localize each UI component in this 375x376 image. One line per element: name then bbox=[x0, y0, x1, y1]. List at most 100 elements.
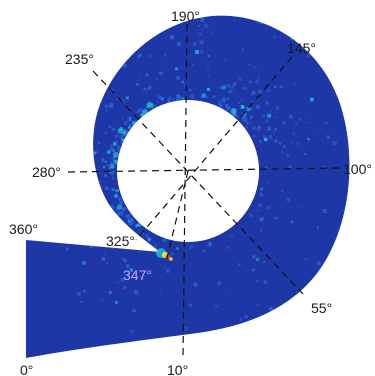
stress-speckle bbox=[115, 140, 119, 143]
stress-speckle bbox=[110, 161, 113, 165]
stress-speckle bbox=[118, 210, 124, 216]
stress-speckle bbox=[205, 95, 208, 99]
stress-speckle bbox=[118, 197, 122, 201]
stress-speckle bbox=[263, 137, 268, 142]
stress-speckle bbox=[108, 167, 111, 170]
stress-speckle bbox=[78, 142, 80, 145]
stress-speckle bbox=[170, 252, 174, 256]
stress-speckle bbox=[136, 109, 140, 113]
stress-speckle bbox=[266, 182, 268, 185]
hotspot-mark bbox=[169, 257, 173, 261]
stress-speckle bbox=[97, 194, 100, 197]
stress-speckle bbox=[140, 113, 143, 116]
stress-speckle bbox=[140, 74, 142, 77]
stress-speckle bbox=[204, 23, 209, 28]
stress-speckle bbox=[97, 90, 100, 94]
guide-line-235-55 bbox=[92, 70, 304, 295]
stress-speckle bbox=[26, 189, 30, 192]
stress-speckle bbox=[268, 135, 273, 139]
angle-label-360: 360° bbox=[9, 221, 38, 237]
stress-speckle bbox=[226, 97, 229, 100]
stress-speckle bbox=[282, 121, 286, 125]
stress-speckle bbox=[233, 82, 237, 86]
stress-speckle bbox=[112, 177, 115, 180]
stress-hotspot bbox=[156, 248, 173, 261]
stress-speckle bbox=[273, 131, 276, 134]
stress-speckle bbox=[134, 119, 138, 123]
stress-speckle bbox=[230, 234, 234, 237]
stress-speckle bbox=[112, 149, 115, 152]
stress-speckle bbox=[113, 64, 116, 67]
stress-speckle bbox=[110, 170, 115, 175]
stress-speckle bbox=[287, 198, 291, 202]
stress-speckle bbox=[101, 299, 104, 301]
stress-speckle bbox=[296, 142, 300, 145]
stress-speckle bbox=[104, 253, 106, 255]
stress-speckle bbox=[162, 238, 167, 243]
stress-speckle bbox=[245, 126, 249, 129]
stress-speckle bbox=[90, 95, 93, 98]
stress-speckle bbox=[318, 128, 321, 130]
stress-speckle bbox=[30, 211, 33, 215]
stress-speckle bbox=[109, 147, 114, 152]
stress-speckle bbox=[130, 217, 134, 222]
stress-speckle bbox=[181, 80, 184, 83]
stress-speckle bbox=[42, 197, 45, 201]
stress-speckle bbox=[199, 40, 204, 45]
stress-speckle bbox=[251, 107, 254, 110]
stress-speckle bbox=[113, 193, 119, 198]
stress-speckle bbox=[255, 104, 260, 109]
stress-speckle bbox=[293, 83, 296, 85]
stress-speckle bbox=[160, 97, 165, 102]
stress-speckle bbox=[105, 186, 109, 191]
stress-speckle bbox=[60, 149, 64, 154]
stress-speckle bbox=[163, 53, 167, 57]
stress-speckle bbox=[230, 107, 237, 114]
stress-speckle bbox=[230, 85, 235, 89]
stress-speckle bbox=[288, 114, 293, 119]
stress-speckle bbox=[206, 65, 210, 68]
stress-speckle bbox=[101, 38, 106, 43]
stress-speckle bbox=[290, 37, 294, 40]
stress-speckle bbox=[115, 135, 118, 138]
stress-speckle bbox=[274, 217, 277, 220]
stress-speckle bbox=[78, 88, 81, 91]
stress-speckle bbox=[66, 247, 69, 251]
angle-label-190: 190° bbox=[171, 8, 200, 24]
stress-speckle bbox=[226, 245, 230, 249]
stress-speckle bbox=[240, 98, 243, 101]
stress-speckle bbox=[326, 135, 330, 139]
stress-speckle bbox=[113, 159, 119, 165]
stress-speckle bbox=[259, 140, 262, 143]
stress-speckle bbox=[310, 97, 314, 102]
stress-speckle bbox=[222, 85, 226, 90]
stress-speckle bbox=[29, 113, 32, 115]
stress-speckle bbox=[132, 121, 136, 126]
stress-speckle bbox=[226, 106, 231, 110]
stress-speckle bbox=[112, 141, 117, 146]
stress-speckle bbox=[214, 305, 218, 308]
stress-speckle bbox=[128, 29, 131, 32]
stress-speckle bbox=[104, 174, 107, 177]
stress-speckle bbox=[218, 103, 223, 108]
stress-speckle bbox=[121, 207, 125, 211]
stress-speckle bbox=[103, 166, 106, 169]
stress-speckle bbox=[125, 96, 129, 100]
stress-speckle bbox=[281, 151, 284, 154]
stress-speckle bbox=[136, 292, 139, 296]
stress-speckle bbox=[134, 290, 138, 294]
stress-speckle bbox=[70, 182, 73, 185]
stress-speckle bbox=[202, 28, 204, 30]
stress-speckle bbox=[156, 100, 159, 103]
stress-speckle bbox=[286, 153, 290, 157]
stress-speckle bbox=[111, 127, 116, 132]
stress-speckle bbox=[104, 131, 108, 134]
stress-speckle bbox=[46, 127, 49, 130]
stress-speckle bbox=[210, 244, 213, 247]
stress-speckle bbox=[259, 192, 264, 197]
stress-speckle bbox=[181, 97, 185, 100]
stress-speckle bbox=[210, 31, 213, 34]
stress-speckle bbox=[124, 260, 127, 263]
stress-speckle bbox=[78, 218, 82, 221]
stress-speckle bbox=[267, 88, 271, 92]
